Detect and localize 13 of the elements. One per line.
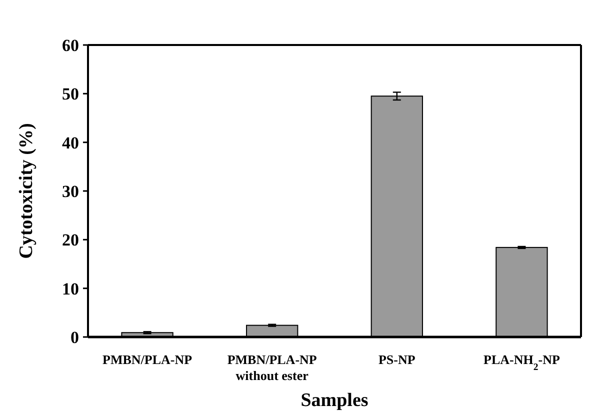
y-tick-label: 30 (62, 182, 79, 201)
x-axis-title: Samples (300, 390, 368, 411)
x-tick-label: PS-NP (378, 352, 416, 367)
y-tick-label: 20 (62, 230, 79, 250)
x-tick-label: PMBN/PLA-NP without ester (227, 352, 317, 383)
x-tick-label: PLA-NH$_{2}$-NP (484, 352, 560, 372)
x-tick-label: PMBN/PLA-NP (102, 352, 192, 367)
y-axis-title: Cytotoxicity (%) (16, 123, 37, 259)
y-tick-label: 0 (70, 328, 79, 347)
y-tick-label: 40 (62, 133, 79, 152)
y-tick-label: 50 (62, 84, 79, 104)
y-tick-label: 10 (62, 279, 79, 298)
y-tick-label: 60 (62, 36, 79, 55)
